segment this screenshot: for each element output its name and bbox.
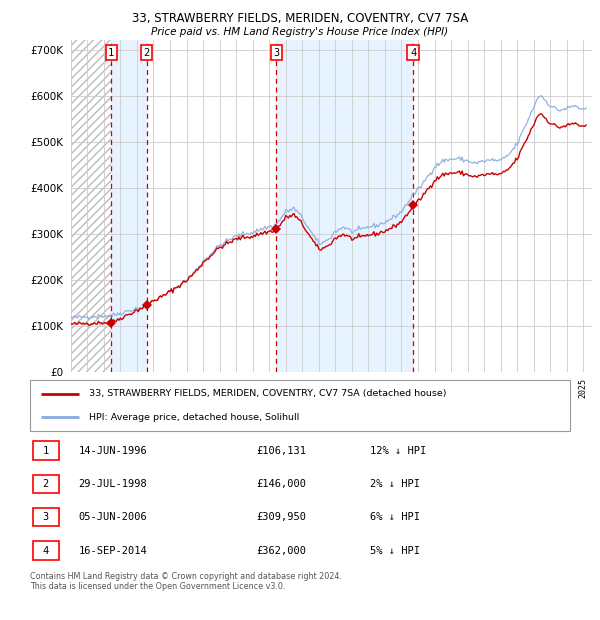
Bar [112,40,146,372]
FancyBboxPatch shape [30,380,570,431]
Text: £146,000: £146,000 [257,479,307,489]
Text: 4: 4 [410,48,416,58]
Bar [33,508,59,526]
Text: £106,131: £106,131 [257,446,307,456]
Text: 16-SEP-2014: 16-SEP-2014 [79,546,148,556]
Text: Contains HM Land Registry data © Crown copyright and database right 2024.
This d: Contains HM Land Registry data © Crown c… [30,572,342,591]
Text: 3: 3 [273,48,280,58]
Text: 33, STRAWBERRY FIELDS, MERIDEN, COVENTRY, CV7 7SA (detached house): 33, STRAWBERRY FIELDS, MERIDEN, COVENTRY… [89,389,447,398]
Text: 29-JUL-1998: 29-JUL-1998 [79,479,148,489]
Bar [33,541,59,560]
Text: 2% ↓ HPI: 2% ↓ HPI [370,479,420,489]
Text: 2: 2 [43,479,49,489]
Text: 1: 1 [43,446,49,456]
Bar [277,40,413,372]
Text: £362,000: £362,000 [257,546,307,556]
Bar [33,475,59,493]
Text: 14-JUN-1996: 14-JUN-1996 [79,446,148,456]
Text: 4: 4 [43,546,49,556]
Text: 5% ↓ HPI: 5% ↓ HPI [370,546,420,556]
Text: 2: 2 [143,48,149,58]
Bar [71,40,112,372]
Text: HPI: Average price, detached house, Solihull: HPI: Average price, detached house, Soli… [89,413,299,422]
Text: 3: 3 [43,512,49,522]
Text: Price paid vs. HM Land Registry's House Price Index (HPI): Price paid vs. HM Land Registry's House … [151,27,449,37]
Text: 05-JUN-2006: 05-JUN-2006 [79,512,148,522]
Text: 12% ↓ HPI: 12% ↓ HPI [370,446,427,456]
Text: £309,950: £309,950 [257,512,307,522]
Text: 1: 1 [108,48,115,58]
Text: 6% ↓ HPI: 6% ↓ HPI [370,512,420,522]
Bar [33,441,59,460]
Text: 33, STRAWBERRY FIELDS, MERIDEN, COVENTRY, CV7 7SA: 33, STRAWBERRY FIELDS, MERIDEN, COVENTRY… [132,12,468,25]
